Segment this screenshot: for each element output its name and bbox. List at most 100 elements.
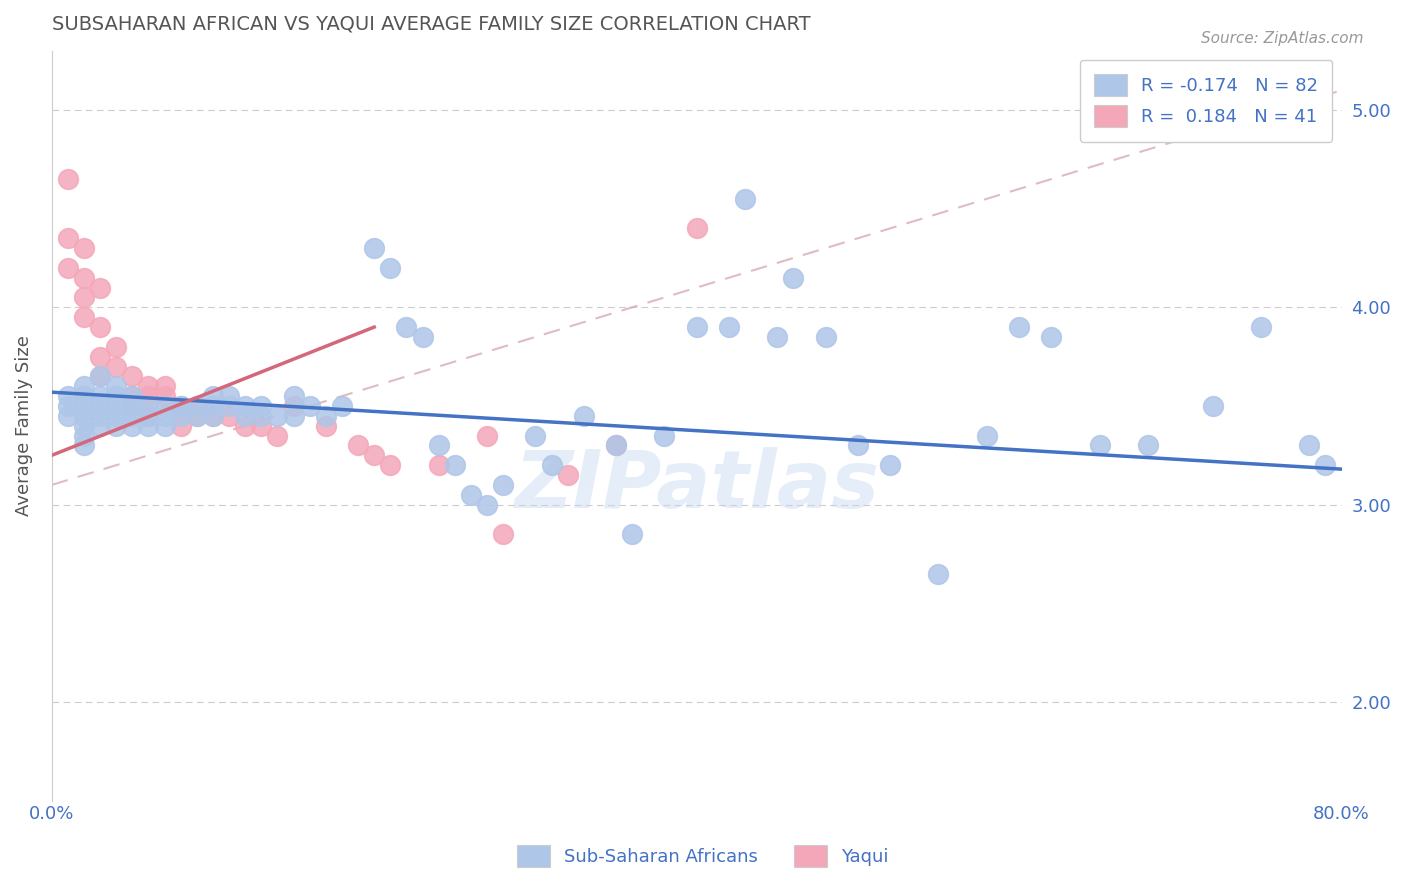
Point [315, 409, 337, 423]
Point [1201, 399, 1223, 413]
Point [56, 260, 79, 275]
Text: SUBSAHARAN AFRICAN VS YAQUI AVERAGE FAMILY SIZE CORRELATION CHART: SUBSAHARAN AFRICAN VS YAQUI AVERAGE FAMI… [52, 15, 810, 34]
Point [460, 488, 482, 502]
Point [475, 498, 498, 512]
Point [121, 399, 143, 413]
Text: Source: ZipAtlas.com: Source: ZipAtlas.com [1201, 31, 1364, 46]
Point [250, 399, 273, 413]
Point [1088, 438, 1111, 452]
Point [1040, 330, 1063, 344]
Legend: Sub-Saharan Africans, Yaqui: Sub-Saharan Africans, Yaqui [510, 838, 896, 874]
Point [56, 409, 79, 423]
Point [73, 241, 96, 255]
Point [233, 399, 256, 413]
Point [1008, 320, 1031, 334]
Point [105, 418, 128, 433]
Point [138, 409, 160, 423]
Point [105, 359, 128, 374]
Point [605, 438, 627, 452]
Point [540, 458, 562, 473]
Point [89, 369, 111, 384]
Point [105, 379, 128, 393]
Point [153, 379, 176, 393]
Text: ZIPatlas: ZIPatlas [515, 447, 879, 524]
Point [363, 241, 385, 255]
Point [283, 399, 305, 413]
Point [89, 369, 111, 384]
Point [56, 172, 79, 186]
Point [153, 389, 176, 403]
Point [73, 428, 96, 442]
Point [201, 399, 224, 413]
Point [1137, 438, 1160, 452]
Point [73, 310, 96, 325]
Point [524, 428, 547, 442]
Point [170, 399, 193, 413]
Point [218, 409, 240, 423]
Point [73, 409, 96, 423]
Point [1315, 458, 1337, 473]
Point [89, 350, 111, 364]
Point [186, 399, 208, 413]
Point [89, 409, 111, 423]
Point [56, 389, 79, 403]
Point [879, 458, 901, 473]
Point [121, 389, 143, 403]
Point [201, 389, 224, 403]
Point [218, 399, 240, 413]
Point [89, 389, 111, 403]
Point [201, 409, 224, 423]
Point [73, 379, 96, 393]
Point [218, 389, 240, 403]
Point [557, 468, 579, 483]
Point [73, 389, 96, 403]
Point [621, 527, 644, 541]
Point [363, 448, 385, 462]
Point [572, 409, 595, 423]
Point [315, 418, 337, 433]
Point [170, 399, 193, 413]
Point [138, 409, 160, 423]
Point [380, 458, 402, 473]
Point [73, 270, 96, 285]
Point [153, 399, 176, 413]
Point [56, 399, 79, 413]
Point [846, 438, 869, 452]
Point [814, 330, 837, 344]
Point [105, 389, 128, 403]
Point [605, 438, 627, 452]
Point [492, 478, 515, 492]
Point [976, 428, 998, 442]
Point [298, 399, 321, 413]
Point [927, 566, 949, 581]
Point [89, 418, 111, 433]
Point [266, 428, 288, 442]
Point [395, 320, 418, 334]
Point [138, 418, 160, 433]
Point [89, 320, 111, 334]
Point [685, 320, 707, 334]
Point [121, 399, 143, 413]
Point [347, 438, 370, 452]
Point [201, 409, 224, 423]
Point [153, 418, 176, 433]
Point [782, 270, 804, 285]
Point [170, 409, 193, 423]
Point [283, 389, 305, 403]
Point [138, 399, 160, 413]
Y-axis label: Average Family Size: Average Family Size [15, 335, 32, 516]
Point [233, 409, 256, 423]
Point [717, 320, 740, 334]
Point [250, 418, 273, 433]
Point [73, 290, 96, 304]
Point [105, 409, 128, 423]
Point [105, 340, 128, 354]
Point [443, 458, 465, 473]
Point [734, 192, 756, 206]
Point [412, 330, 434, 344]
Point [475, 428, 498, 442]
Point [266, 409, 288, 423]
Point [170, 418, 193, 433]
Point [685, 221, 707, 235]
Point [233, 418, 256, 433]
